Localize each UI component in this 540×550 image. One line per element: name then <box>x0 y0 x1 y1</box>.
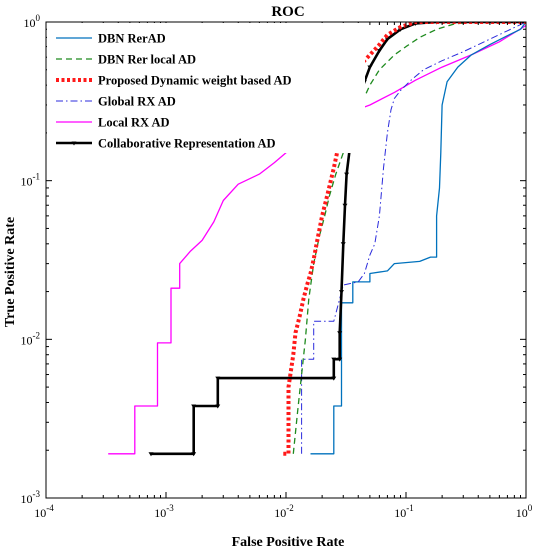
legend-label: Local RX AD <box>98 116 170 130</box>
series-marker <box>215 376 221 381</box>
y-tick-label: 10-3 <box>21 489 41 506</box>
series-marker <box>337 357 343 362</box>
legend-marker <box>71 141 77 146</box>
series-marker <box>331 357 337 362</box>
series-marker <box>191 404 197 409</box>
series-marker <box>342 203 348 208</box>
series-marker <box>384 37 390 42</box>
y-axis-label: True Positive Rate <box>3 217 18 327</box>
series-marker <box>148 452 154 457</box>
y-tick-label: 100 <box>24 13 41 30</box>
series-2 <box>283 22 526 456</box>
legend-box <box>47 23 365 153</box>
legend-label: Proposed Dynamic weight based AD <box>98 74 292 88</box>
plot-frame <box>45 21 527 499</box>
series-marker <box>191 452 197 457</box>
series-marker <box>215 404 221 409</box>
series-3 <box>301 22 526 454</box>
y-tick-label: 10-1 <box>21 172 41 189</box>
x-tick-label: 10-4 <box>34 503 54 520</box>
chart-title: ROC <box>271 4 304 20</box>
series-4 <box>108 24 526 455</box>
legend: DBN RerAD DBN Rer local AD Proposed Dynami… <box>47 23 365 153</box>
legend-label: DBN Rer local AD <box>98 53 196 67</box>
x-tick-label: 10-2 <box>274 503 294 520</box>
series-line <box>301 22 526 454</box>
series-marker <box>338 290 344 295</box>
legend-label: Global RX AD <box>98 95 176 109</box>
series-line <box>108 24 526 455</box>
legend-label: DBN RerAD <box>98 32 166 46</box>
series-marker <box>367 65 373 70</box>
series-marker <box>331 376 337 381</box>
x-tick-label: 10-1 <box>394 503 414 520</box>
series-marker <box>340 242 346 247</box>
x-axis-label: False Positive Rate <box>232 535 345 550</box>
series-line <box>283 22 526 456</box>
series-marker <box>337 331 343 336</box>
series-marker <box>376 49 382 54</box>
series-marker <box>344 172 350 177</box>
x-tick-label: 100 <box>516 503 533 520</box>
x-tick-label: 10-3 <box>154 503 174 520</box>
y-tick-label: 10-2 <box>21 330 41 347</box>
legend-label: Collaborative Representation AD <box>98 137 276 151</box>
